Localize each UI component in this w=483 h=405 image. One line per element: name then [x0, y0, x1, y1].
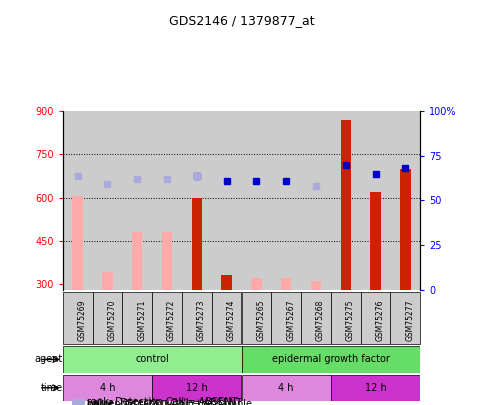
- Bar: [122, 111, 152, 290]
- Bar: [93, 111, 122, 290]
- Text: 12 h: 12 h: [186, 383, 208, 393]
- Text: GSM75265: GSM75265: [256, 300, 265, 341]
- Text: rank, Detection Call = ABSENT: rank, Detection Call = ABSENT: [87, 397, 237, 405]
- Bar: [301, 111, 331, 290]
- Text: GDS2146 / 1379877_at: GDS2146 / 1379877_at: [169, 14, 314, 27]
- Bar: [152, 111, 182, 290]
- Text: value, Detection Call = ABSENT: value, Detection Call = ABSENT: [87, 398, 242, 405]
- Bar: [390, 292, 420, 344]
- Bar: [242, 292, 271, 344]
- Bar: [370, 192, 381, 290]
- Bar: [361, 292, 390, 344]
- Text: count: count: [87, 400, 114, 405]
- Bar: [271, 292, 301, 344]
- Text: GSM75275: GSM75275: [346, 300, 355, 341]
- Text: GSM75273: GSM75273: [197, 300, 206, 341]
- Bar: [162, 232, 172, 290]
- Bar: [152, 292, 182, 344]
- Bar: [102, 272, 113, 290]
- Text: GSM75274: GSM75274: [227, 300, 236, 341]
- Text: agent: agent: [35, 354, 63, 364]
- Text: GSM75267: GSM75267: [286, 300, 295, 341]
- Bar: [341, 120, 351, 290]
- Bar: [212, 292, 242, 344]
- Text: GSM75269: GSM75269: [78, 300, 86, 341]
- Text: GSM75268: GSM75268: [316, 300, 325, 341]
- Bar: [400, 169, 411, 290]
- Bar: [182, 292, 212, 344]
- Bar: [331, 292, 361, 344]
- Bar: [192, 198, 202, 290]
- Text: GSM75270: GSM75270: [108, 300, 116, 341]
- Bar: [281, 278, 291, 290]
- Bar: [152, 375, 242, 401]
- Bar: [182, 111, 212, 290]
- Bar: [93, 292, 122, 344]
- Text: 12 h: 12 h: [365, 383, 386, 393]
- Bar: [63, 111, 93, 290]
- Bar: [132, 232, 142, 290]
- Bar: [122, 292, 152, 344]
- Text: GSM75277: GSM75277: [405, 300, 414, 341]
- Bar: [242, 346, 420, 373]
- Bar: [331, 111, 361, 290]
- Bar: [242, 375, 331, 401]
- Text: 4 h: 4 h: [278, 383, 294, 393]
- Bar: [242, 111, 271, 290]
- Bar: [63, 375, 152, 401]
- Bar: [251, 278, 262, 290]
- Bar: [311, 281, 321, 290]
- Bar: [63, 346, 242, 373]
- Text: time: time: [41, 383, 63, 393]
- Text: 4 h: 4 h: [99, 383, 115, 393]
- Text: GSM75272: GSM75272: [167, 300, 176, 341]
- Text: GSM75276: GSM75276: [376, 300, 384, 341]
- Bar: [301, 292, 331, 344]
- Text: control: control: [135, 354, 169, 364]
- Bar: [221, 275, 232, 290]
- Bar: [390, 111, 420, 290]
- Bar: [361, 111, 390, 290]
- Text: GSM75271: GSM75271: [137, 300, 146, 341]
- Bar: [212, 111, 242, 290]
- Text: percentile rank within the sample: percentile rank within the sample: [87, 399, 252, 405]
- Bar: [271, 111, 301, 290]
- Bar: [72, 196, 83, 290]
- Bar: [331, 375, 420, 401]
- Bar: [63, 292, 93, 344]
- Text: epidermal growth factor: epidermal growth factor: [272, 354, 390, 364]
